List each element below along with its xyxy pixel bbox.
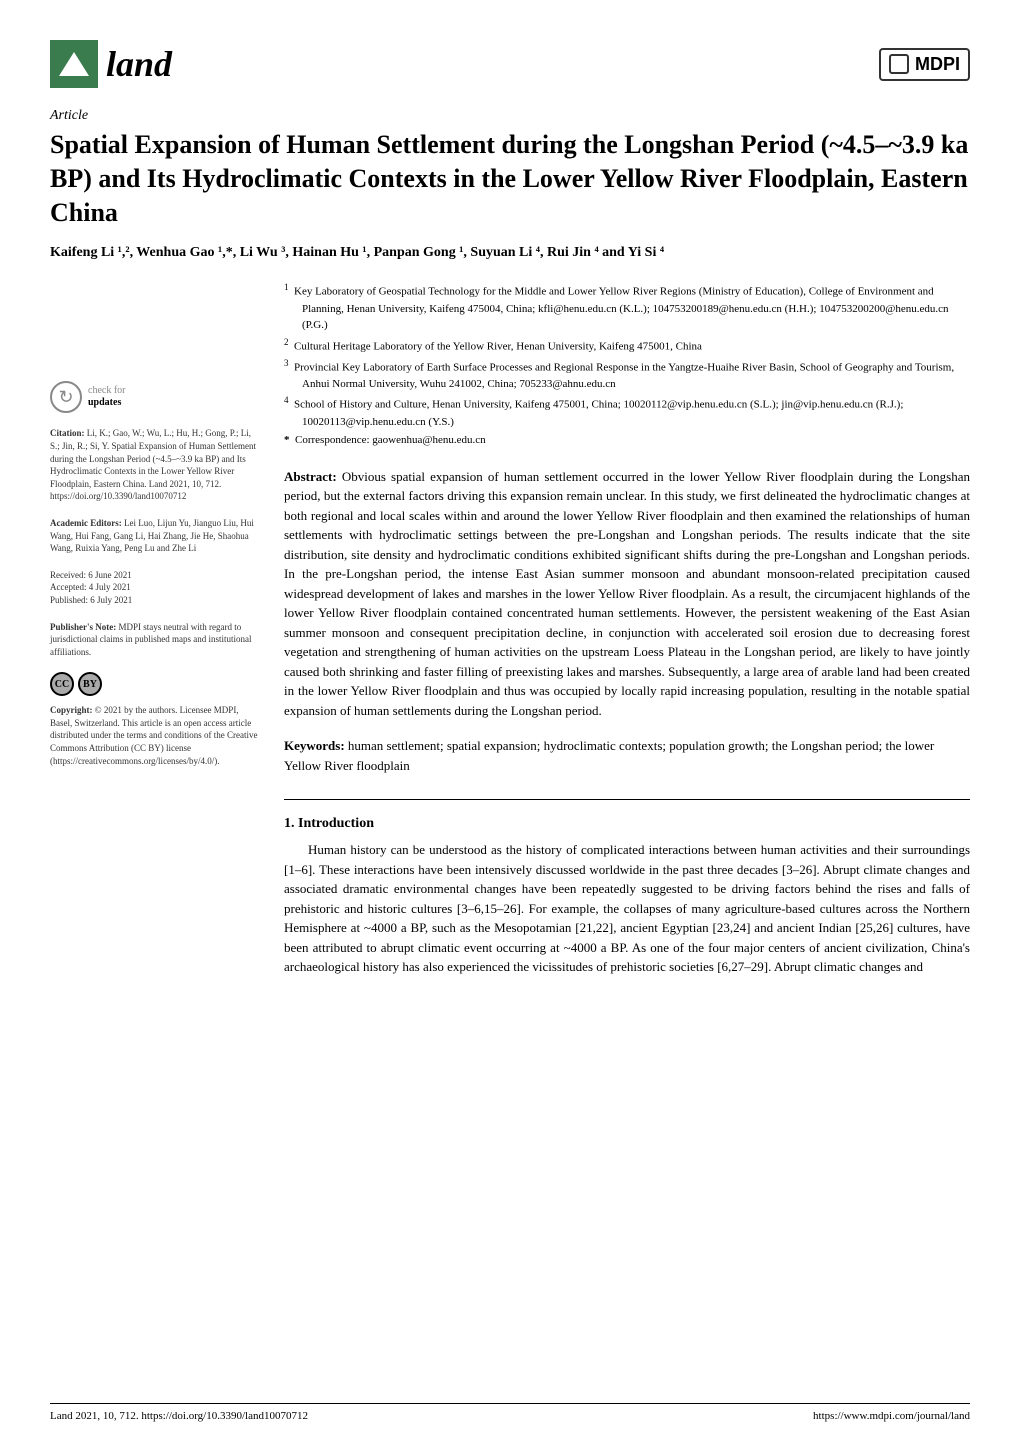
article-type: Article xyxy=(50,108,970,124)
affiliation-2: 2 Cultural Heritage Laboratory of the Ye… xyxy=(284,336,970,355)
published-date: 6 July 2021 xyxy=(90,595,132,605)
received-label: Received: xyxy=(50,570,86,580)
check-line1: check for xyxy=(88,385,125,397)
footer-right: https://www.mdpi.com/journal/land xyxy=(813,1410,970,1422)
citation-section: Citation: Li, K.; Gao, W.; Wu, L.; Hu, H… xyxy=(50,427,260,503)
journal-name: land xyxy=(106,43,172,85)
keywords-text: human settlement; spatial expansion; hyd… xyxy=(284,738,934,773)
footer: Land 2021, 10, 712. https://doi.org/10.3… xyxy=(50,1403,970,1422)
accepted-label: Accepted: xyxy=(50,582,86,592)
section-1-body: Human history can be understood as the h… xyxy=(284,840,970,977)
published-label: Published: xyxy=(50,595,88,605)
publisher-name: MDPI xyxy=(915,54,960,75)
mdpi-icon xyxy=(889,54,909,74)
cc-icon: CC xyxy=(50,672,74,696)
logo-icon xyxy=(50,40,98,88)
journal-logo: land xyxy=(50,40,172,88)
publishers-note-section: Publisher's Note: MDPI stays neutral wit… xyxy=(50,621,260,659)
sidebar: ↻ check for updates Citation: Li, K.; Ga… xyxy=(50,281,260,976)
publishers-note-label: Publisher's Note: xyxy=(50,622,116,632)
copyright-label: Copyright: xyxy=(50,705,93,715)
abstract-text: Obvious spatial expansion of human settl… xyxy=(284,469,970,718)
citation-text: Li, K.; Gao, W.; Wu, L.; Hu, H.; Gong, P… xyxy=(50,428,256,501)
received-date: 6 June 2021 xyxy=(88,570,132,580)
refresh-icon: ↻ xyxy=(50,381,82,413)
keywords-label: Keywords: xyxy=(284,738,345,753)
editors-section: Academic Editors: Lei Luo, Lijun Yu, Jia… xyxy=(50,517,260,555)
divider xyxy=(284,799,970,800)
dates-section: Received: 6 June 2021 Accepted: 4 July 2… xyxy=(50,569,260,607)
affiliation-4: 4 School of History and Culture, Henan U… xyxy=(284,394,970,430)
correspondence: * Correspondence: gaowenhua@henu.edu.cn xyxy=(284,432,970,449)
authors-list: Kaifeng Li ¹,², Wenhua Gao ¹,*, Li Wu ³,… xyxy=(50,245,970,261)
affiliation-1: 1 Key Laboratory of Geospatial Technolog… xyxy=(284,281,970,333)
abstract-label: Abstract: xyxy=(284,469,337,484)
abstract: Abstract: Obvious spatial expansion of h… xyxy=(284,467,970,721)
accepted-date: 4 July 2021 xyxy=(89,582,131,592)
by-icon: BY xyxy=(78,672,102,696)
copyright-section: Copyright: © 2021 by the authors. Licens… xyxy=(50,704,260,767)
article-title: Spatial Expansion of Human Settlement du… xyxy=(50,128,970,229)
cc-license-badge: CC BY xyxy=(50,672,260,696)
affiliations: 1 Key Laboratory of Geospatial Technolog… xyxy=(284,281,970,448)
footer-left: Land 2021, 10, 712. https://doi.org/10.3… xyxy=(50,1410,308,1422)
citation-label: Citation: xyxy=(50,428,85,438)
keywords: Keywords: human settlement; spatial expa… xyxy=(284,736,970,775)
editors-label: Academic Editors: xyxy=(50,518,122,528)
check-line2: updates xyxy=(88,397,125,409)
check-updates-badge[interactable]: ↻ check for updates xyxy=(50,381,260,413)
header-row: land MDPI xyxy=(50,40,970,88)
section-1-heading: 1. Introduction xyxy=(284,816,970,832)
publisher-logo: MDPI xyxy=(879,48,970,81)
main-column: 1 Key Laboratory of Geospatial Technolog… xyxy=(284,281,970,976)
affiliation-3: 3 Provincial Key Laboratory of Earth Sur… xyxy=(284,357,970,393)
